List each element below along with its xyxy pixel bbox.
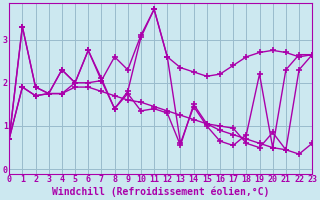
X-axis label: Windchill (Refroidissement éolien,°C): Windchill (Refroidissement éolien,°C) [52,187,269,197]
